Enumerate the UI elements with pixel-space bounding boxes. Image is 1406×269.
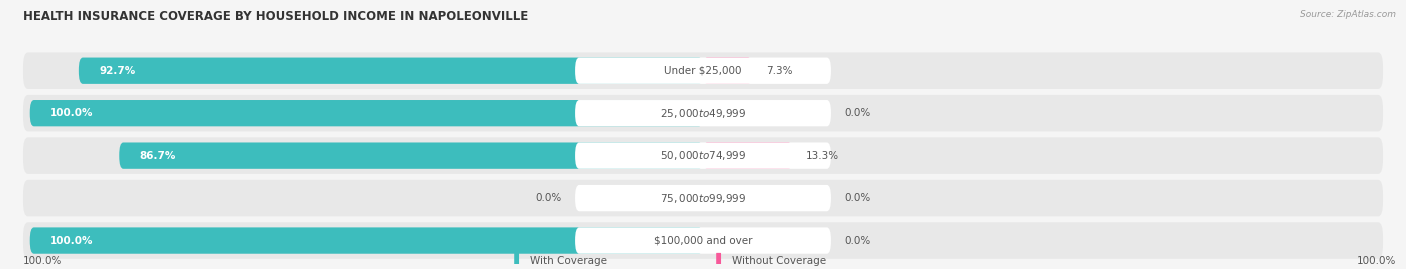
Text: 13.3%: 13.3% [806, 151, 839, 161]
Text: 86.7%: 86.7% [139, 151, 176, 161]
Text: 0.0%: 0.0% [845, 108, 870, 118]
FancyBboxPatch shape [30, 100, 703, 126]
FancyBboxPatch shape [120, 143, 703, 169]
Text: 92.7%: 92.7% [98, 66, 135, 76]
Text: 7.3%: 7.3% [766, 66, 792, 76]
FancyBboxPatch shape [30, 227, 703, 254]
Text: With Coverage: With Coverage [530, 256, 606, 266]
FancyBboxPatch shape [22, 95, 1384, 132]
FancyBboxPatch shape [575, 100, 831, 126]
FancyBboxPatch shape [703, 58, 752, 84]
Text: 0.0%: 0.0% [845, 193, 870, 203]
Text: $75,000 to $99,999: $75,000 to $99,999 [659, 192, 747, 205]
FancyBboxPatch shape [703, 143, 793, 169]
Text: $100,000 and over: $100,000 and over [654, 236, 752, 246]
Text: 100.0%: 100.0% [1357, 256, 1396, 266]
Text: 0.0%: 0.0% [536, 193, 561, 203]
Text: 0.0%: 0.0% [845, 236, 870, 246]
FancyBboxPatch shape [79, 58, 703, 84]
Text: 100.0%: 100.0% [49, 108, 93, 118]
Text: 100.0%: 100.0% [22, 256, 62, 266]
Text: Under $25,000: Under $25,000 [664, 66, 742, 76]
FancyBboxPatch shape [575, 227, 831, 254]
FancyBboxPatch shape [22, 52, 1384, 89]
Text: Without Coverage: Without Coverage [731, 256, 825, 266]
FancyBboxPatch shape [22, 222, 1384, 259]
Text: 100.0%: 100.0% [49, 236, 93, 246]
FancyBboxPatch shape [515, 253, 519, 268]
Text: $50,000 to $74,999: $50,000 to $74,999 [659, 149, 747, 162]
Text: $25,000 to $49,999: $25,000 to $49,999 [659, 107, 747, 120]
FancyBboxPatch shape [716, 253, 721, 268]
Text: HEALTH INSURANCE COVERAGE BY HOUSEHOLD INCOME IN NAPOLEONVILLE: HEALTH INSURANCE COVERAGE BY HOUSEHOLD I… [22, 10, 529, 23]
FancyBboxPatch shape [22, 180, 1384, 216]
FancyBboxPatch shape [575, 185, 831, 211]
FancyBboxPatch shape [22, 137, 1384, 174]
FancyBboxPatch shape [575, 143, 831, 169]
FancyBboxPatch shape [575, 58, 831, 84]
Text: Source: ZipAtlas.com: Source: ZipAtlas.com [1301, 10, 1396, 19]
